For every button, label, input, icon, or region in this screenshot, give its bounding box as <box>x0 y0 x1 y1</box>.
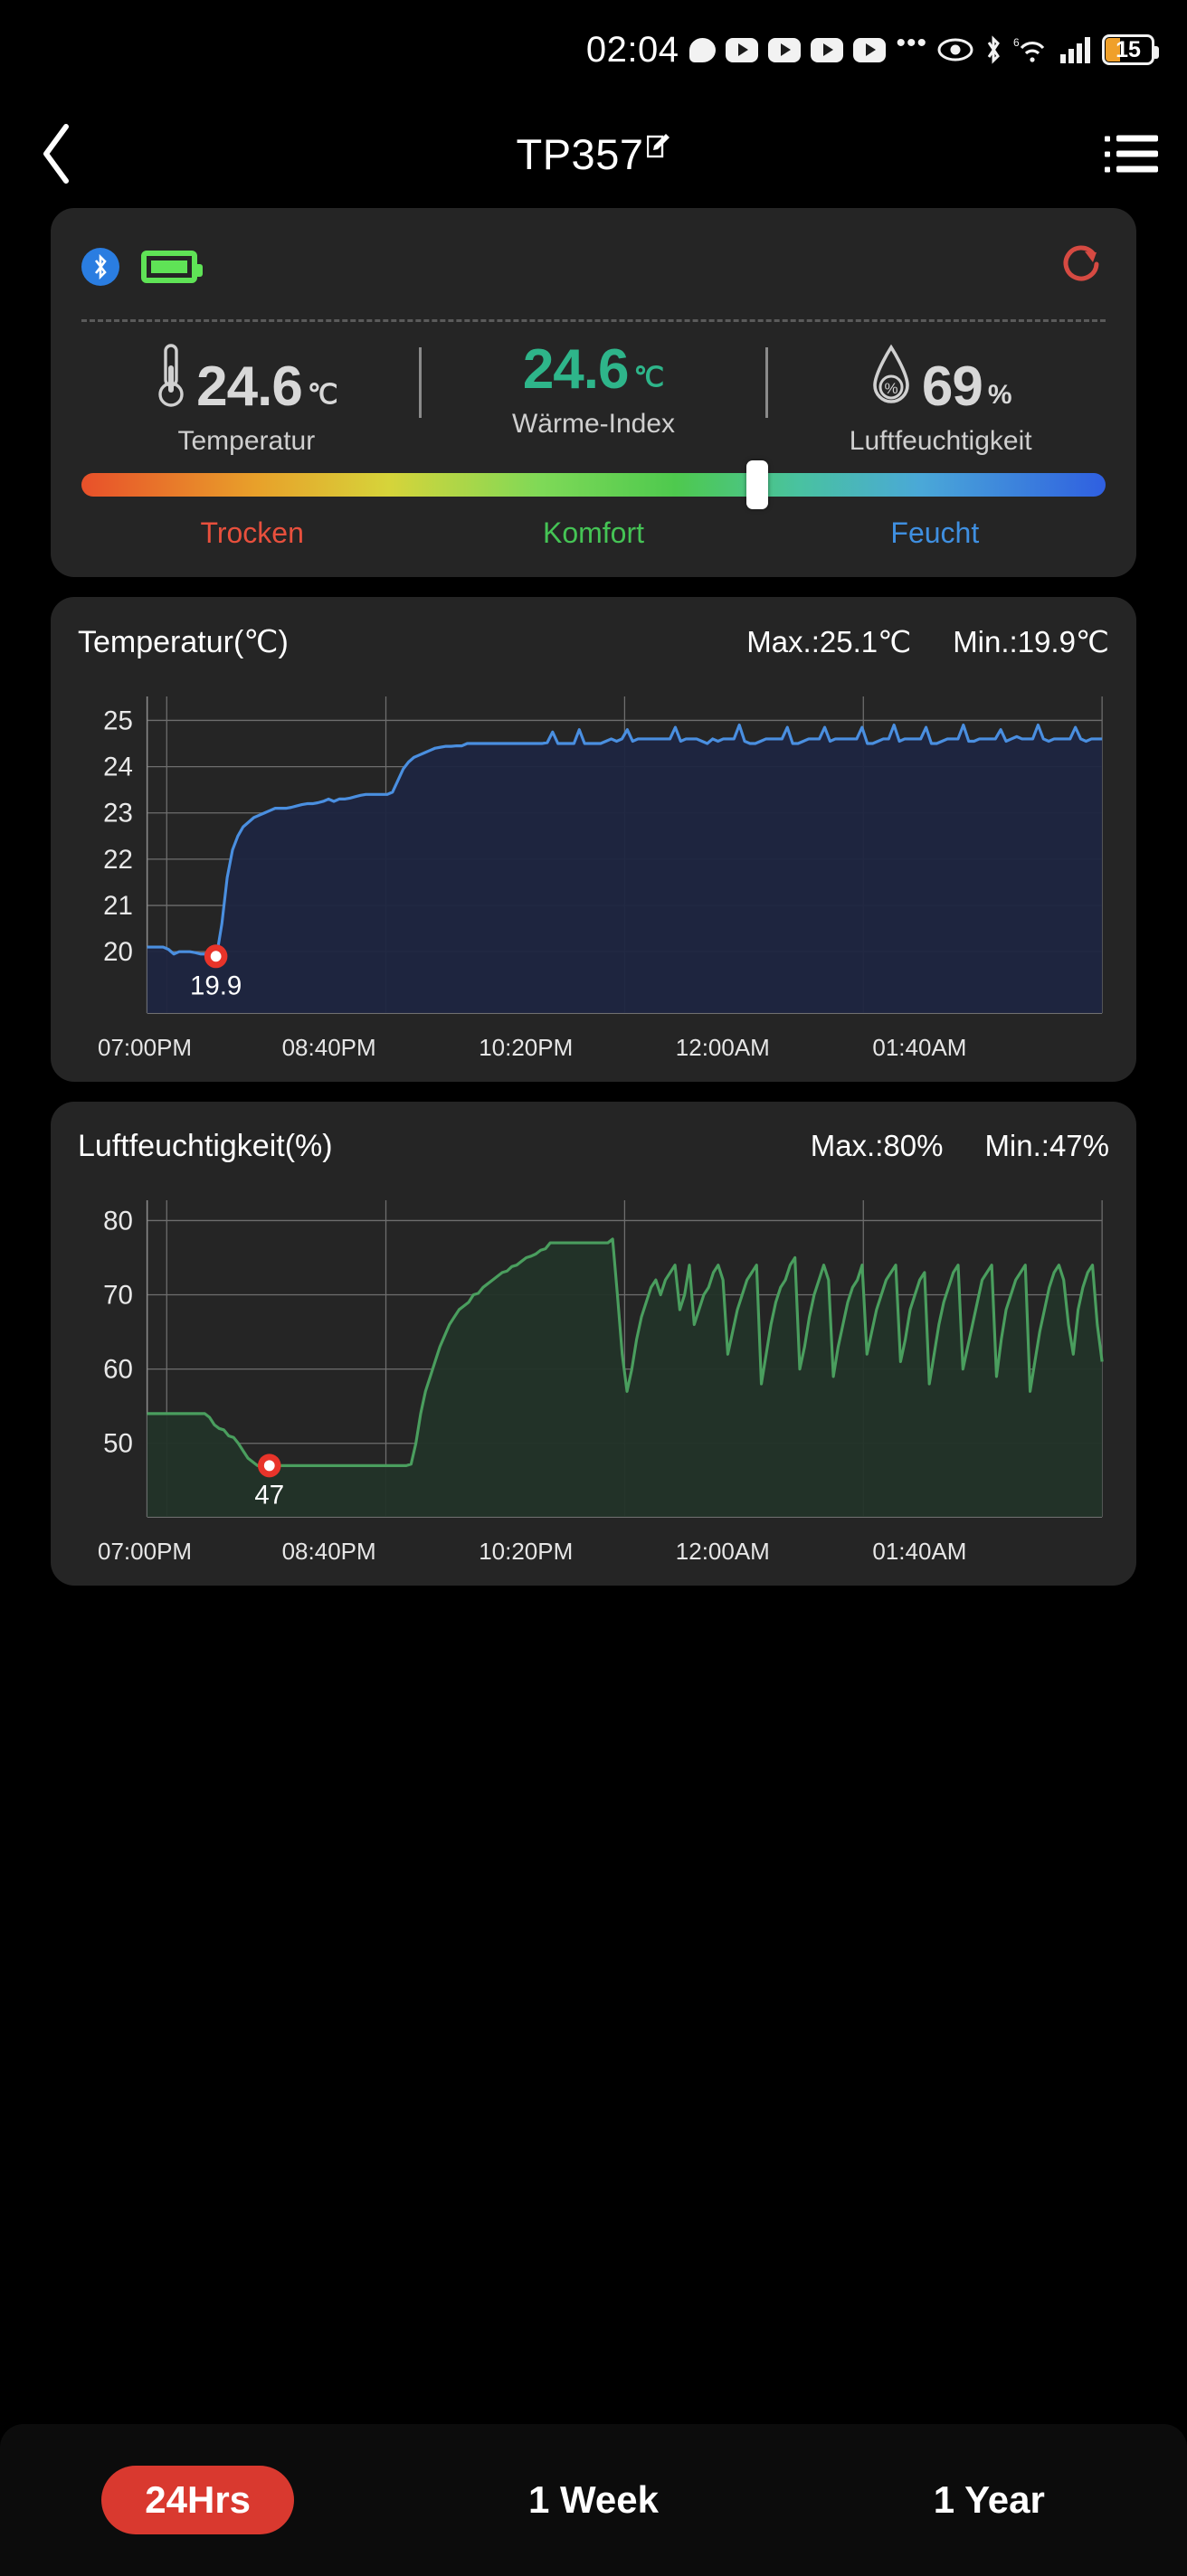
temperature-chart-card: Temperatur(℃) Max.:25.1℃ Min.:19.9℃ 20 21… <box>51 597 1136 1082</box>
svg-text:24: 24 <box>103 752 133 781</box>
tab-24hrs-label: 24Hrs <box>101 2466 295 2534</box>
status-bar-clock: 02:04 <box>585 29 679 70</box>
range-tab-bar: 24Hrs 1 Week 1 Year <box>0 2424 1187 2576</box>
title-container: TP357 <box>0 129 1187 179</box>
humidity-plot[interactable]: 50 60 70 80 47 <box>78 1189 1109 1529</box>
humidity-label: Luftfeuchtigkeit <box>849 426 1032 456</box>
x-tick-label: 12:00AM <box>675 1538 770 1565</box>
metric-temperature: line 24.6 ℃ Temperatur <box>74 342 419 457</box>
youtube-icon <box>853 37 887 62</box>
humidity-drop-icon: % <box>869 342 913 415</box>
temperature-x-axis: 07:00PM 08:40PM 10:20PM 12:00AM 01:40AM <box>78 1034 1109 1062</box>
x-tick-label: 08:40PM <box>281 1538 376 1565</box>
comfort-slider-thumb[interactable] <box>746 460 769 509</box>
wifi-6-icon: 6 <box>1013 35 1049 64</box>
tab-1week-label: 1 Week <box>527 2478 659 2521</box>
bluetooth-icon <box>983 35 1003 64</box>
humidity-max: Max.:80% <box>810 1129 944 1162</box>
temperature-value-text: 24.6 <box>196 355 303 418</box>
svg-text:%: % <box>884 380 897 397</box>
eye-icon <box>937 38 973 62</box>
youtube-icon <box>726 37 759 62</box>
status-bar-battery: 15 <box>1102 34 1159 65</box>
svg-text:21: 21 <box>103 891 133 921</box>
comfort-zone-humid: Feucht <box>890 516 980 549</box>
x-tick-label: 08:40PM <box>281 1034 376 1061</box>
comfort-zone-dry: Trocken <box>200 516 304 549</box>
temperature-min: Min.:19.9℃ <box>953 625 1109 658</box>
comfort-zone-labels: Trocken Komfort Feucht <box>51 497 1136 550</box>
tab-24hrs[interactable]: 24Hrs <box>0 2466 395 2534</box>
heat-index-value: 24.6 <box>522 338 630 401</box>
tab-1year-label: 1 Year <box>933 2478 1045 2521</box>
status-bar: 02:04 ••• 6 <box>0 0 1187 99</box>
temperature-unit: ℃ <box>307 380 338 410</box>
metric-humidity: % 69 % Luftfeuchtigkeit <box>768 342 1113 457</box>
svg-text:25: 25 <box>103 706 133 735</box>
list-menu-icon[interactable] <box>1105 135 1158 173</box>
youtube-icon <box>811 37 844 62</box>
metrics-row: line 24.6 ℃ Temperatur 24.6 ℃ Wärme-Inde… <box>51 322 1136 457</box>
svg-text:19.9: 19.9 <box>190 971 242 1000</box>
metric-heat-index: 24.6 ℃ Wärme-Index <box>422 342 766 440</box>
youtube-icon <box>768 37 802 62</box>
x-tick-label: 07:00PM <box>98 1538 193 1565</box>
summary-status-row <box>51 241 1136 292</box>
svg-text:50: 50 <box>103 1429 133 1459</box>
x-tick-label: 12:00AM <box>675 1034 770 1061</box>
x-tick-label: 10:20PM <box>479 1538 574 1565</box>
svg-text:6: 6 <box>1013 36 1020 49</box>
refresh-icon[interactable] <box>1060 241 1106 292</box>
signal-bars-icon <box>1059 36 1092 63</box>
humidity-chart-title: Luftfeuchtigkeit(%) <box>78 1129 333 1163</box>
x-tick-label: 07:00PM <box>98 1034 193 1061</box>
bluetooth-icon <box>81 247 119 286</box>
divider <box>81 319 1106 322</box>
heat-index-label: Wärme-Index <box>511 409 676 439</box>
temperature-label: Temperatur <box>177 426 316 456</box>
humidity-unit: % <box>987 380 1012 410</box>
comfort-zone-comfort: Komfort <box>542 516 644 549</box>
comfort-slider[interactable] <box>51 457 1136 509</box>
svg-text:20: 20 <box>103 937 133 967</box>
tab-1year[interactable]: 1 Year <box>792 2466 1187 2534</box>
vertical-divider <box>765 347 769 418</box>
battery-level-text: 15 <box>1116 36 1141 62</box>
chat-bubble-icon <box>689 37 717 62</box>
svg-text:60: 60 <box>103 1354 133 1384</box>
edit-pencil-icon[interactable] <box>647 133 670 163</box>
temperature-chart-title: Temperatur(℃) <box>78 625 289 659</box>
app-header: TP357 <box>0 99 1187 208</box>
x-tick-label: 10:20PM <box>479 1034 574 1061</box>
humidity-value: 69 <box>921 355 983 418</box>
humidity-min: Min.:47% <box>984 1129 1109 1162</box>
more-dots-icon: ••• <box>896 28 927 58</box>
svg-text:22: 22 <box>103 845 133 875</box>
temperature-max: Max.:25.1℃ <box>746 625 912 658</box>
x-tick-label: 01:40AM <box>872 1034 967 1061</box>
back-button[interactable] <box>25 118 89 190</box>
svg-text:80: 80 <box>103 1206 133 1236</box>
humidity-chart-header: Luftfeuchtigkeit(%) Max.:80% Min.:47% <box>78 1129 1109 1164</box>
comfort-gradient-track[interactable] <box>81 460 1106 509</box>
tab-1week[interactable]: 1 Week <box>395 2466 791 2534</box>
svg-text:23: 23 <box>103 799 133 829</box>
page-title: TP357 <box>516 129 644 178</box>
svg-text:70: 70 <box>103 1280 133 1310</box>
heat-index-unit: ℃ <box>633 363 665 393</box>
humidity-chart-card: Luftfeuchtigkeit(%) Max.:80% Min.:47% 50… <box>51 1102 1136 1586</box>
temperature-chart-header: Temperatur(℃) Max.:25.1℃ Min.:19.9℃ <box>78 624 1109 660</box>
svg-text:47: 47 <box>254 1480 284 1510</box>
summary-card: line 24.6 ℃ Temperatur 24.6 ℃ Wärme-Inde… <box>51 208 1136 577</box>
thermometer-icon <box>155 342 187 415</box>
battery-full-icon <box>141 250 203 283</box>
status-bar-icons: ••• 6 <box>689 28 1159 65</box>
humidity-x-axis: 07:00PM 08:40PM 10:20PM 12:00AM 01:40AM <box>78 1538 1109 1566</box>
x-tick-label: 01:40AM <box>872 1538 967 1565</box>
vertical-divider <box>418 347 422 418</box>
temperature-plot[interactable]: 20 21 22 23 24 25 19.9 <box>78 686 1109 1025</box>
